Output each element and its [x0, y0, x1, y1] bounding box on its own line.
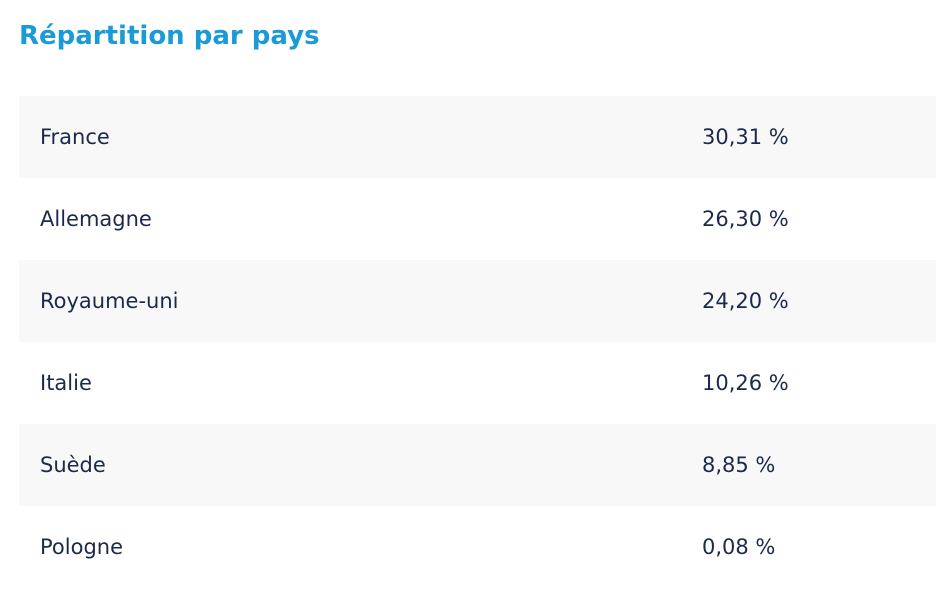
table-row: Suède 8,85 % — [19, 424, 936, 506]
country-share: 10,26 % — [702, 371, 789, 395]
table-row: France 30,31 % — [19, 96, 936, 178]
country-name: Allemagne — [40, 207, 152, 231]
section-title: Répartition par pays — [19, 21, 320, 51]
country-share: 0,08 % — [702, 535, 776, 559]
country-share: 26,30 % — [702, 207, 789, 231]
country-name: Pologne — [40, 535, 124, 559]
country-share: 8,85 % — [702, 424, 936, 506]
country-name: Italie — [40, 371, 92, 395]
country-name: Royaume-uni — [19, 260, 702, 342]
table-row: Allemagne 26,30 % — [19, 178, 936, 260]
country-share: 24,20 % — [702, 260, 936, 342]
table-body: France 30,31 % Allemagne 26,30 % Royaume-uni… — [19, 96, 936, 588]
country-share: 30,31 % — [702, 96, 936, 178]
country-name: Suède — [19, 424, 702, 506]
table-row: Italie 10,26 % — [19, 342, 936, 424]
table-row: Royaume-uni 24,20 % — [19, 260, 936, 342]
country-table: France 30,31 % Allemagne 26,30 % Royaume-uni… — [19, 96, 936, 588]
table-row: Pologne 0,08 % — [19, 506, 936, 588]
country-name: France — [19, 96, 702, 178]
